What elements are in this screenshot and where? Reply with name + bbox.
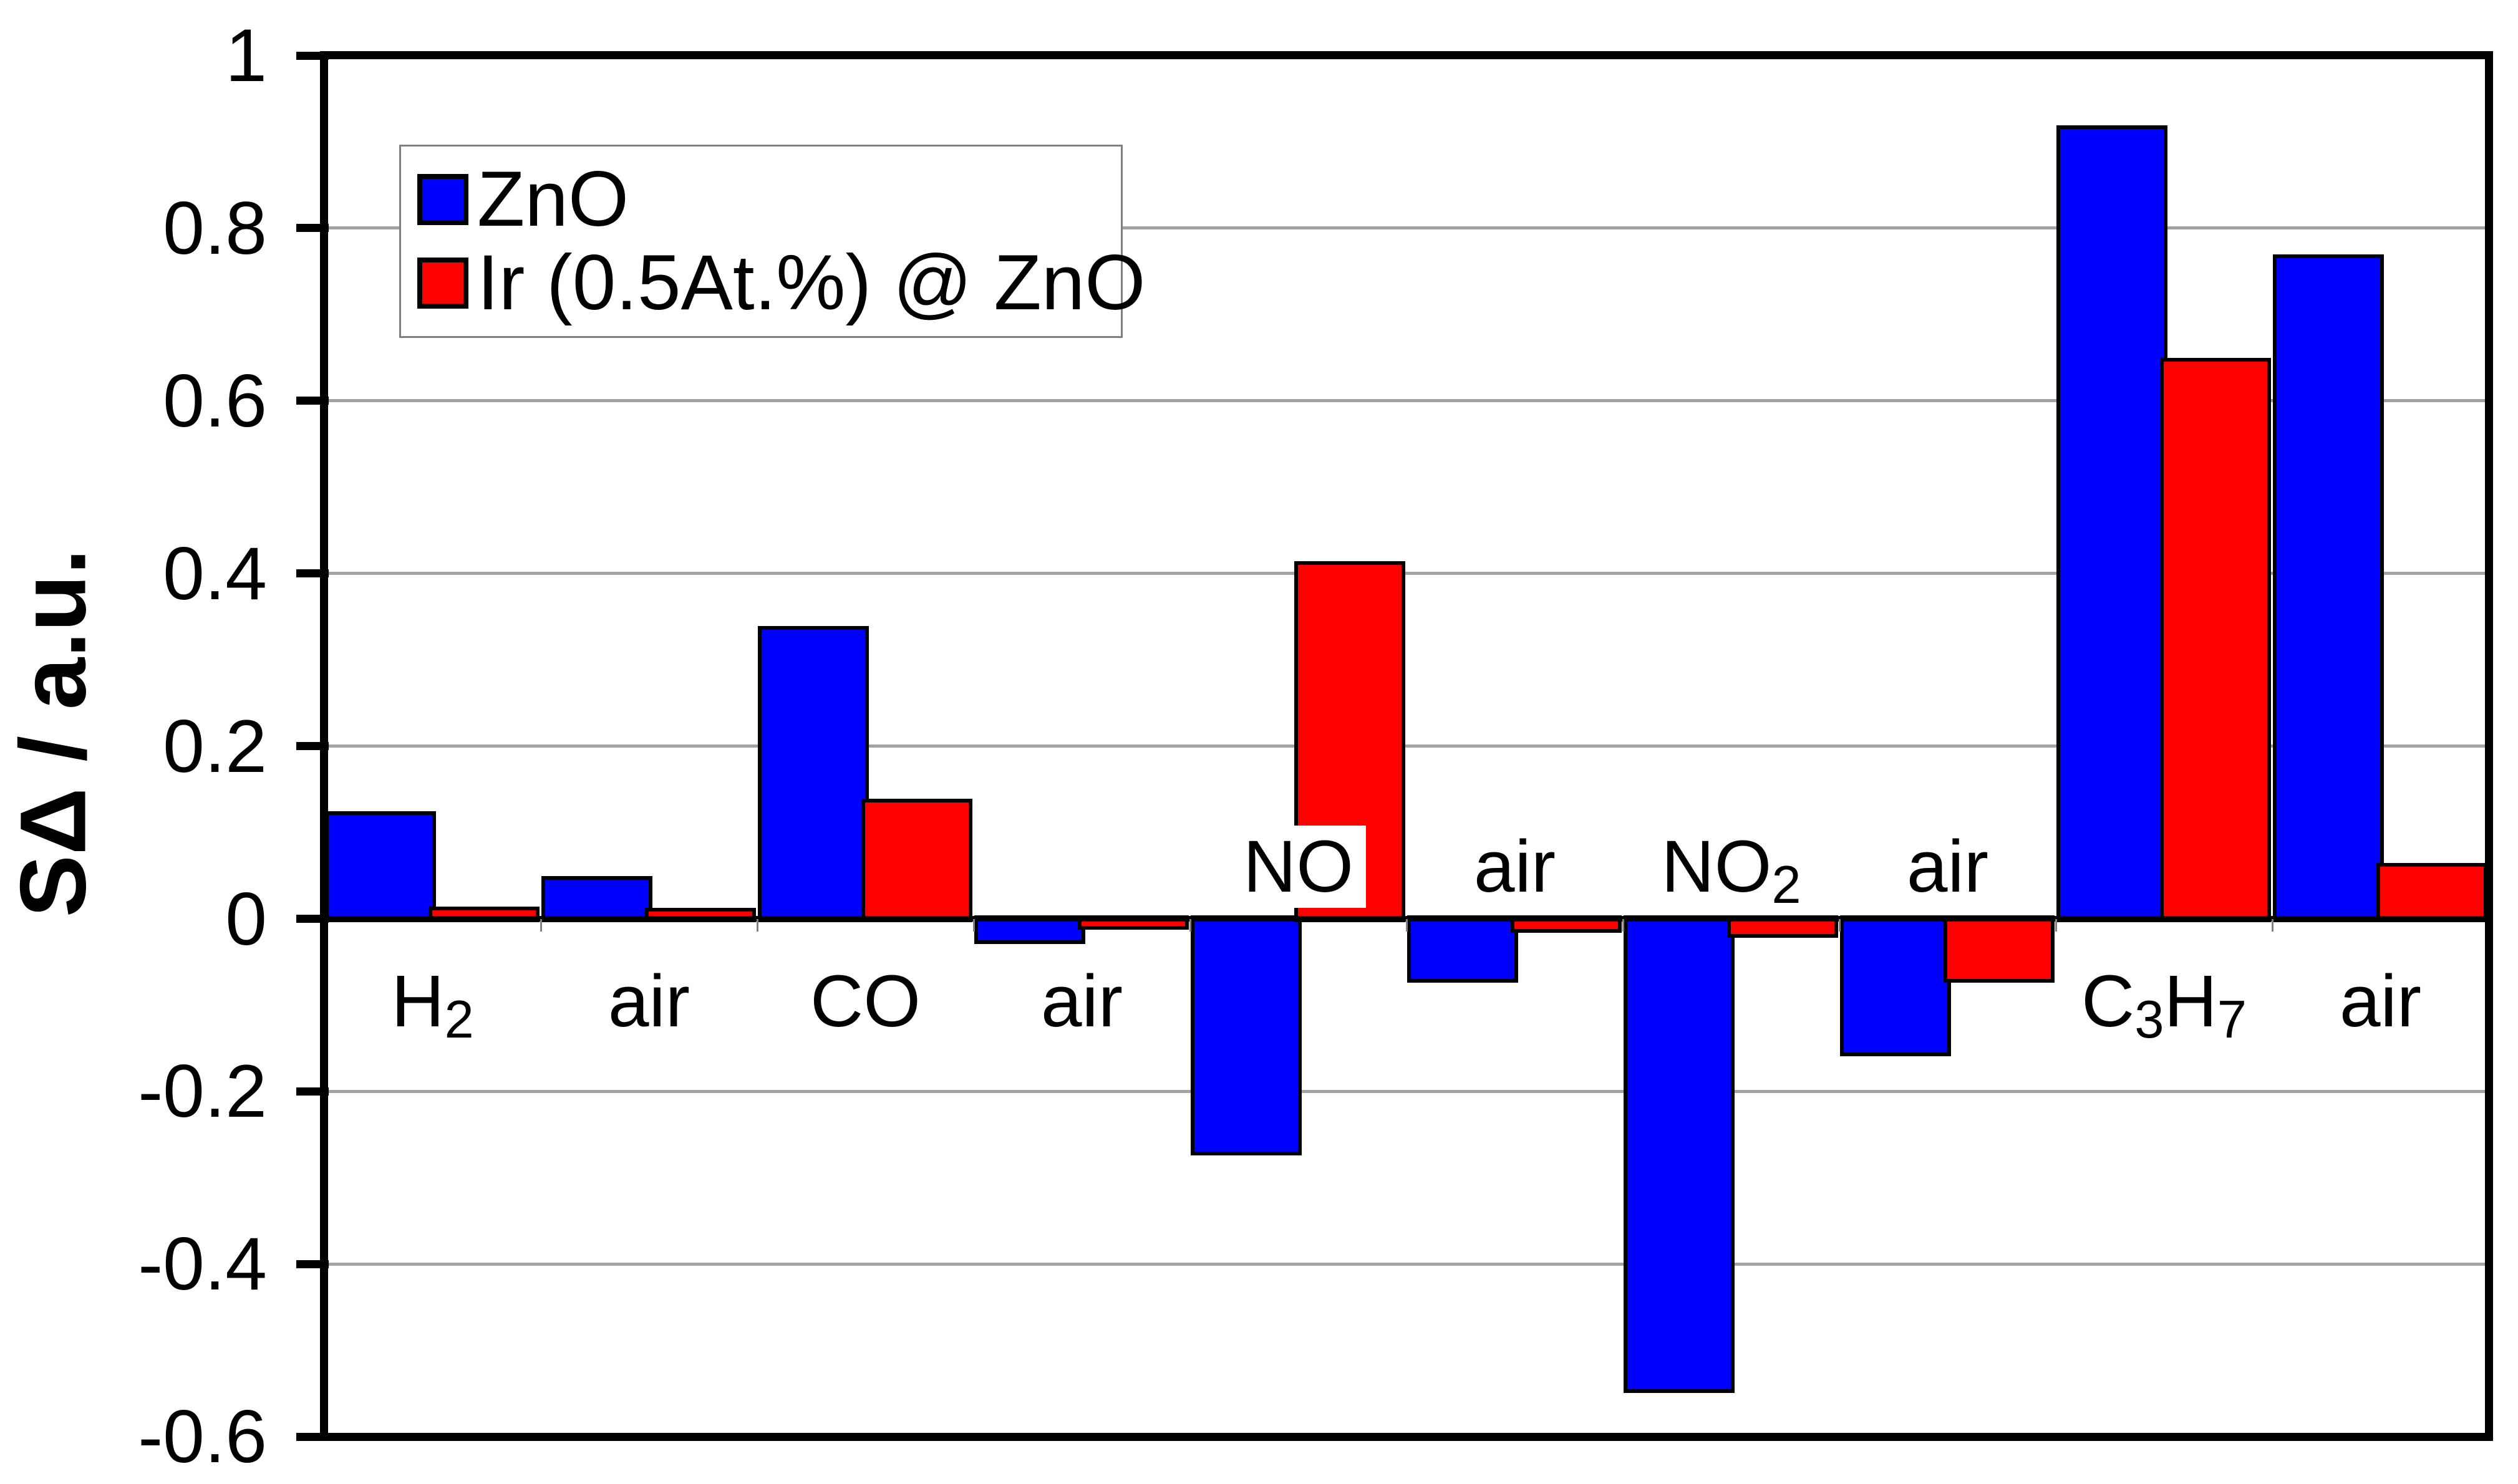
label-text-part: NO (1243, 825, 1353, 908)
legend: ZnO Ir (0.5At.%) @ ZnO (399, 145, 1146, 338)
x-axis-boundary-tick (756, 918, 758, 932)
bar-ir-zno-air-5 (2376, 863, 2487, 923)
y-tick-label-0.8: 0.8 (163, 186, 267, 270)
category-label-text: NO (1231, 825, 1366, 908)
category-label-text: H2 (379, 960, 486, 1050)
y-tick-label-0.6: 0.6 (163, 359, 267, 443)
x-axis-boundary-tick (1405, 918, 1408, 932)
category-label-c3h7: C3H7 (1971, 960, 2358, 1050)
category-label-air-2: air (889, 960, 1276, 1043)
bar-zno-h2 (325, 811, 436, 923)
label-text-part: air (1473, 825, 1556, 908)
x-axis-boundary-tick (1622, 918, 1624, 932)
label-text-part: NO (1661, 825, 1772, 908)
category-label-text: CO (798, 960, 933, 1043)
gridline (324, 1262, 2489, 1266)
bar-ir-zno-co (861, 798, 972, 923)
subscript: 2 (1771, 855, 1801, 915)
label-text-part: air (608, 960, 690, 1043)
category-label-text: air (596, 960, 702, 1043)
gridline (324, 1089, 2489, 1093)
x-axis-boundary-tick (972, 918, 975, 932)
bar-ir-zno-c3h7 (2160, 358, 2271, 923)
label-text-part: CO (810, 960, 921, 1043)
y-tick-label-0.4: 0.4 (163, 531, 267, 615)
label-text-part: air (1906, 825, 1989, 908)
y-axis-tick (296, 1087, 329, 1096)
y-axis-tick (296, 569, 329, 578)
category-label-air-4: air (1755, 825, 2141, 908)
y-tick-label--0.6: -0.6 (138, 1395, 267, 1479)
y-axis-tick (296, 742, 329, 751)
legend-swatch-ir-zno-icon (417, 258, 468, 309)
y-tick-label-0: 0 (225, 877, 267, 961)
y-axis-tick (296, 224, 329, 233)
bar-zno-air-5 (2273, 254, 2384, 923)
bar-zno-no (1191, 915, 1302, 1156)
category-label-no2: NO2 (1538, 825, 1925, 915)
legend-label-ir-zno: Ir (0.5At.%) @ ZnO (477, 239, 1146, 326)
legend-label-zno: ZnO (477, 156, 629, 243)
legend-swatch-zno-icon (417, 174, 468, 225)
label-text-part: H (391, 960, 445, 1043)
y-axis-tick (296, 397, 329, 405)
bar-zno-c3h7 (2056, 125, 2167, 923)
subscript: 2 (444, 990, 474, 1050)
category-label-co: CO (672, 960, 1059, 1043)
y-axis-tick (296, 1260, 329, 1268)
category-label-text: air (2327, 960, 2434, 1043)
category-label-air-5: air (2187, 960, 2518, 1043)
bar-zno-air-4 (1840, 915, 1951, 1057)
gridline (324, 572, 2489, 576)
x-axis-boundary-tick (2271, 918, 2273, 932)
bar-zno-air-3 (1407, 915, 1518, 983)
y-tick-label--0.4: -0.4 (138, 1222, 267, 1306)
category-label-air-1: air (456, 960, 843, 1043)
label-text-part: air (1040, 960, 1123, 1043)
legend-item-zno: ZnO (417, 158, 1115, 241)
bar-zno-no2 (1624, 915, 1735, 1394)
label-text-part: H (2164, 960, 2217, 1043)
category-label-no: NO (1105, 825, 1492, 908)
bar-zno-co (758, 625, 869, 923)
category-label-h2: H2 (240, 960, 626, 1050)
label-text-part: air (2339, 960, 2422, 1043)
gridline (324, 226, 2489, 230)
category-label-text: air (1029, 960, 1135, 1043)
subscript: 7 (2217, 990, 2247, 1050)
subscript: 3 (2134, 990, 2164, 1050)
x-axis-boundary-tick (1838, 918, 1841, 932)
label-text-part: C (2081, 960, 2135, 1043)
gridline (324, 399, 2489, 403)
category-label-text: air (1461, 825, 1569, 908)
y-tick-label-1: 1 (225, 14, 267, 97)
y-axis-tick (296, 1432, 329, 1441)
gridline (324, 744, 2489, 748)
x-axis-boundary-tick (540, 918, 542, 932)
y-tick-label-0.2: 0.2 (163, 704, 267, 788)
category-label-text: C3H7 (2069, 960, 2259, 1050)
legend-item-ir-zno: Ir (0.5At.%) @ ZnO (417, 242, 1146, 324)
category-label-text: NO2 (1649, 825, 1814, 915)
y-tick-label--0.2: -0.2 (138, 1049, 267, 1134)
x-axis-boundary-tick (2055, 918, 2057, 932)
y-axis-tick (296, 915, 329, 923)
category-label-air-3: air (1322, 825, 1708, 908)
y-axis-tick (296, 51, 329, 60)
category-label-text: air (1894, 825, 2002, 908)
x-axis-boundary-tick (1189, 918, 1191, 932)
